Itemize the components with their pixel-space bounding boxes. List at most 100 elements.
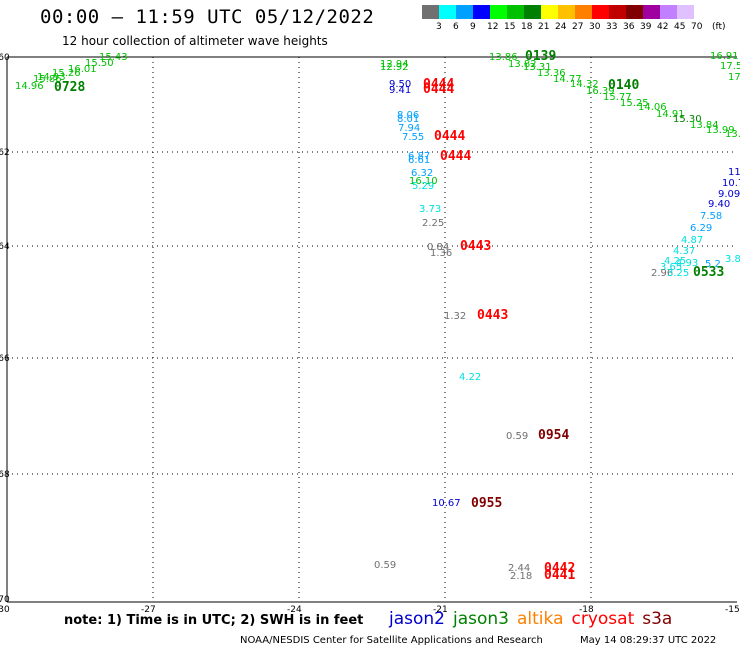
swh-value: 17.5 <box>720 61 740 72</box>
scale-label: 9 <box>470 22 476 32</box>
swh-value: 13.84 <box>690 120 719 131</box>
swh-value: 6.87 <box>408 151 430 162</box>
swh-value: 9.41 <box>389 85 411 96</box>
swh-value: 5.29 <box>412 181 434 192</box>
swh-value: 9.50 <box>389 79 411 90</box>
pass-time-labels: 0728 044404440444044404430443095409550442… <box>54 49 724 583</box>
scale-swatch <box>558 5 575 19</box>
lat-tick-label: -70 <box>0 595 10 605</box>
swh-value: 15.30 <box>673 114 702 125</box>
scale-swatch <box>541 5 558 19</box>
swh-value: 13.86 <box>489 52 518 63</box>
swh-value: 15.50 <box>85 58 114 69</box>
scale-label: 21 <box>538 22 550 32</box>
pass-time: 0140 <box>608 78 639 93</box>
swh-value: 12.94 <box>380 59 409 70</box>
swh-value: 0.59 <box>374 560 396 571</box>
pass-time: 0444 <box>423 82 454 97</box>
swh-value: 13.36 <box>537 68 566 79</box>
scale-label: 6 <box>453 22 459 32</box>
satellite-legend-item: jason3 <box>453 609 509 629</box>
lat-tick-label: -66 <box>0 354 10 364</box>
swh-value: 15.26 <box>52 68 81 79</box>
lon-tick-label: -18 <box>579 605 594 615</box>
swh-value: 2.25 <box>422 218 444 229</box>
pass-time: 0444 <box>440 149 471 164</box>
swh-value: 14.91 <box>656 109 685 120</box>
scale-label: 3 <box>436 22 442 32</box>
scale-swatch <box>677 5 694 19</box>
pass-time: 0954 <box>538 428 569 443</box>
lat-tick-label: -64 <box>0 242 10 252</box>
swh-value: 14.32 <box>570 79 599 90</box>
scale-swatch <box>643 5 660 19</box>
scale-label: 24 <box>555 22 567 32</box>
scale-label: 33 <box>606 22 618 32</box>
axis-ticks: -30 -27 -24 -21 -18 -15 -60 -62 -64 -66 -68 -70 <box>0 53 740 615</box>
swh-value: 3.8 <box>725 254 740 265</box>
scale-label: 42 <box>657 22 669 32</box>
swh-value: 2.18 <box>510 571 532 582</box>
lon-tick-label: -27 <box>141 605 156 615</box>
swh-value: 16.39 <box>586 86 615 97</box>
swh-value: 6.29 <box>690 223 712 234</box>
pass-time: 0444 <box>434 129 465 144</box>
swh-value: 3.73 <box>419 204 441 215</box>
satellite-legend-item: jason2 <box>389 609 445 629</box>
swh-value: 16.10 <box>409 176 438 187</box>
swh-value: 15.77 <box>603 92 632 103</box>
lon-tick-label: -15 <box>725 605 740 615</box>
scale-swatch <box>592 5 609 19</box>
swh-value: 15.86 <box>33 74 62 85</box>
scale-swatch <box>422 5 439 19</box>
swh-value: 7.94 <box>398 123 420 134</box>
pass-time: 0533 <box>693 265 724 280</box>
scale-swatch <box>524 5 541 19</box>
map-title: 00:00 – 11:59 UTC 05/12/2022 <box>40 6 375 28</box>
swh-value: 0.84 <box>427 242 449 253</box>
lon-tick-label: -30 <box>0 605 10 615</box>
swh-value: 4.93 <box>676 258 698 269</box>
swh-value: 6.61 <box>408 155 430 166</box>
swh-value: 13.5 <box>725 129 740 140</box>
scale-label: 12 <box>487 22 499 32</box>
swh-value: 9.09 <box>718 189 740 200</box>
swh-value: 14.77 <box>553 74 582 85</box>
swh-value: 15.43 <box>99 52 128 63</box>
swh-value: 15.25 <box>620 98 649 109</box>
swh-value: 10.67 <box>432 498 461 509</box>
scale-swatch <box>439 5 456 19</box>
scale-swatch <box>609 5 626 19</box>
scale-label: 27 <box>572 22 584 32</box>
scale-swatch <box>456 5 473 19</box>
lat-tick-label: -68 <box>0 470 10 480</box>
swh-value: 6.32 <box>411 168 433 179</box>
scale-label: 39 <box>640 22 652 32</box>
scale-swatch <box>575 5 592 19</box>
swh-value: 8.06 <box>397 110 419 121</box>
pass-time: 0443 <box>460 239 491 254</box>
satellite-legend-item: cryosat <box>571 609 635 629</box>
swh-value: 8.01 <box>397 114 419 125</box>
swh-value: 3.25 <box>667 268 689 279</box>
swh-value: 14.06 <box>638 102 667 113</box>
swh-value: 16.01 <box>68 64 97 75</box>
scale-label: 36 <box>623 22 635 32</box>
swh-value: 5.2 <box>705 259 721 270</box>
lat-tick-label: -62 <box>0 148 10 158</box>
pass-time: 0955 <box>471 496 502 511</box>
color-scale-bar <box>422 5 711 19</box>
swh-value: 4.37 <box>673 246 695 257</box>
swh-value: 2.96 <box>651 268 673 279</box>
swh-value: 7.58 <box>700 211 722 222</box>
scale-swatch <box>473 5 490 19</box>
scale-label: 45 <box>674 22 686 32</box>
scale-swatch <box>507 5 524 19</box>
swh-value: 13.99 <box>706 125 735 136</box>
swh-value: 2.44 <box>508 563 530 574</box>
swh-value: 4.87 <box>681 235 703 246</box>
lat-tick-label: -60 <box>0 53 10 63</box>
footer-credit: NOAA/NESDIS Center for Satellite Applica… <box>240 635 543 646</box>
